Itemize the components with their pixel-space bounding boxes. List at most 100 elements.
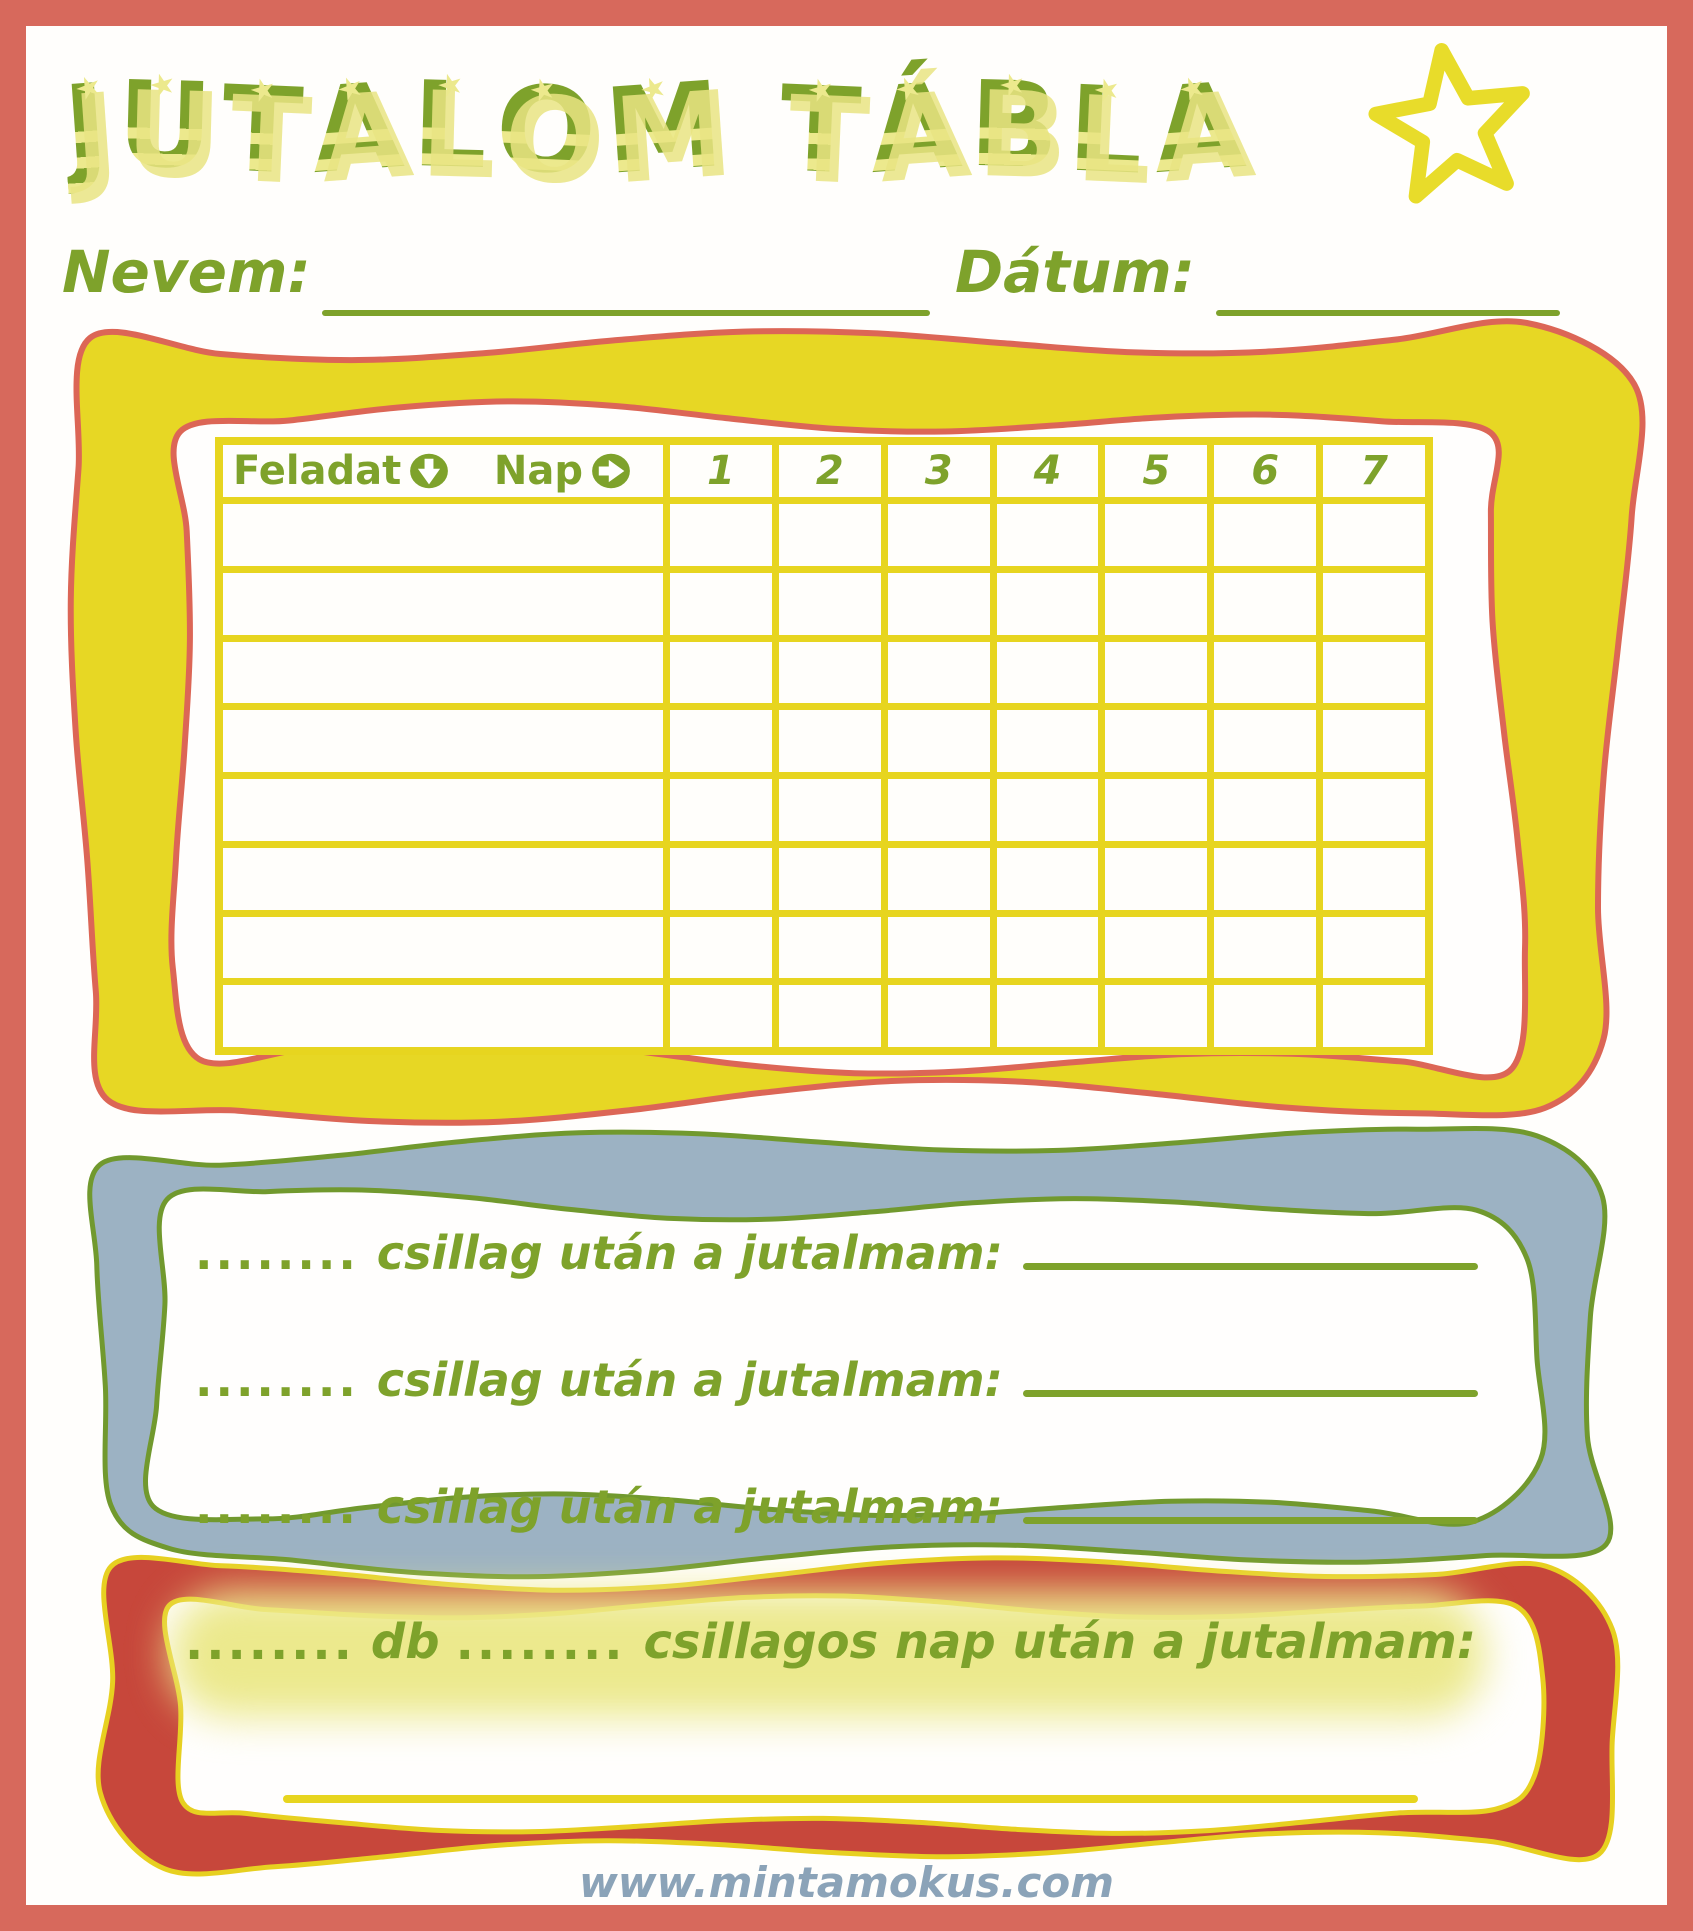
star-icon: [1368, 43, 1530, 204]
day-cell: [778, 916, 881, 979]
yellow-glow: [170, 1592, 1485, 1717]
task-cell: [223, 779, 663, 841]
reward-label: csillag után a jutalmam:: [376, 1480, 1003, 1534]
task-cell: [223, 985, 663, 1047]
day-cell: [996, 641, 1099, 704]
write-line: [1022, 1517, 1478, 1524]
day-cell: [1214, 710, 1317, 772]
day-cell: [887, 710, 990, 772]
day-cell: [1214, 779, 1317, 841]
day-cell: [1323, 710, 1425, 772]
title-letter: T ★: [776, 48, 863, 211]
letter-star-icon: ★: [1089, 69, 1125, 111]
day-cell: [1323, 504, 1425, 566]
task-cell: [223, 710, 663, 772]
day-cell: [1323, 985, 1425, 1047]
letter-star-icon: ★: [889, 67, 928, 110]
day-cell: [670, 641, 772, 704]
title-letter: J ★: [58, 47, 113, 210]
day-cell: [1323, 779, 1425, 841]
day-cell: [1105, 504, 1208, 566]
day-cell: [996, 779, 1099, 841]
day-cell: [1323, 641, 1425, 704]
letter-star-icon: ★: [994, 64, 1031, 106]
star-reward-list: ........ csillag után a jutalmam:........…: [195, 1220, 1490, 1601]
reward-line: ........ csillag után a jutalmam:: [195, 1220, 1490, 1282]
dotted-blank: ........: [185, 1615, 355, 1671]
title-letter: B ★: [967, 44, 1062, 206]
title-letter: U ★: [115, 44, 215, 206]
day-cell: [887, 572, 990, 635]
dotted-blank: ........: [195, 1480, 359, 1534]
day-cell: [996, 572, 1099, 635]
day-cell: [1323, 916, 1425, 979]
day-cell: [670, 710, 772, 772]
dotted-blank: ........: [195, 1353, 359, 1407]
day-cell: [887, 847, 990, 910]
final-write-line: [283, 1795, 1418, 1803]
day-header-cell: 5: [1105, 445, 1208, 497]
day-cell: [1105, 985, 1208, 1047]
day-cell: [778, 710, 881, 772]
day-cell: [1105, 641, 1208, 704]
title-letter: M ★: [600, 44, 728, 212]
day-cell: [670, 779, 772, 841]
task-cell: [223, 504, 663, 566]
day-cell: [778, 641, 881, 704]
day-header-cell: 4: [996, 445, 1099, 497]
name-write-line: [322, 310, 930, 316]
task-cell: [223, 916, 663, 979]
day-cell: [996, 916, 1099, 979]
reward-label: csillag után a jutalmam:: [376, 1353, 1003, 1407]
page-title: J ★ U ★ T ★ A ★ L ★ O ★ M ★ T ★ Á ★ B ★ L ★ A ★: [59, 45, 1334, 223]
day-cell: [996, 985, 1099, 1047]
write-line: [1022, 1263, 1478, 1270]
day-header-cell: 6: [1214, 445, 1317, 497]
task-cell: [223, 847, 663, 910]
day-cell: [1214, 916, 1317, 979]
day-cell: [1105, 710, 1208, 772]
day-cell: [670, 572, 772, 635]
title-letter: T ★: [218, 48, 305, 211]
task-cell: [223, 641, 663, 704]
day-header-cell: 7: [1323, 445, 1425, 497]
day-cell: [996, 710, 1099, 772]
final-reward-line: ........ db ........ csillagos nap után …: [185, 1612, 1485, 1672]
title-letter: Á ★: [864, 45, 966, 211]
letter-star-icon: ★: [634, 67, 673, 111]
title-letter: O ★: [492, 48, 599, 212]
day-cell: [778, 779, 881, 841]
blue-wavy-frame: [87, 1125, 1614, 1580]
reward-line: ........ csillag után a jutalmam:: [195, 1474, 1490, 1536]
day-cell: [887, 641, 990, 704]
day-header-cell: 3: [887, 445, 990, 497]
reward-line: ........ csillag után a jutalmam:: [195, 1347, 1490, 1409]
day-cell: [670, 985, 772, 1047]
day-cell: [1105, 916, 1208, 979]
dotted-blank: ........: [455, 1615, 626, 1671]
write-line: [1022, 1390, 1478, 1397]
day-cell: [887, 916, 990, 979]
day-cell: [1323, 847, 1425, 910]
day-cell: [778, 847, 881, 910]
letter-star-icon: ★: [525, 69, 561, 111]
final-unit-label: db: [370, 1614, 440, 1670]
day-cell: [778, 572, 881, 635]
down-arrow-icon: [410, 453, 449, 489]
letter-star-icon: ★: [69, 66, 108, 110]
day-cell: [778, 504, 881, 566]
day-cell: [1323, 572, 1425, 635]
day-cell: [887, 504, 990, 566]
table-header-cell: Feladat Nap: [223, 445, 663, 497]
day-cell: [996, 504, 1099, 566]
day-header-cell: 1: [670, 445, 772, 497]
letter-star-icon: ★: [244, 69, 281, 111]
title-letter: L ★: [410, 44, 489, 206]
dotted-blank: ........: [195, 1226, 359, 1280]
name-label: Nevem:: [62, 238, 311, 306]
day-cell: [1105, 779, 1208, 841]
day-cell: [670, 847, 772, 910]
day-cell: [1214, 847, 1317, 910]
day-cell: [1214, 572, 1317, 635]
